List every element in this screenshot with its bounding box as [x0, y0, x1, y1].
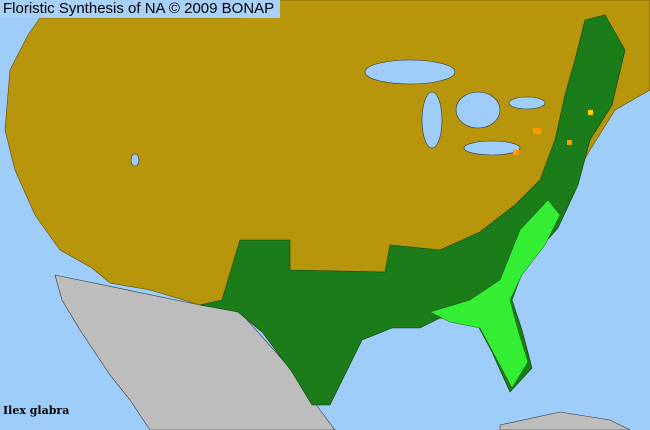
- native-county-highlight: [429, 199, 561, 389]
- map-title: Floristic Synthesis of NA © 2009 BONAP: [0, 0, 281, 18]
- species-label: Ilex glabra: [3, 404, 70, 417]
- exotic-counties: [513, 110, 593, 155]
- great-lakes: [130, 59, 546, 167]
- caribbean-island: [499, 411, 631, 430]
